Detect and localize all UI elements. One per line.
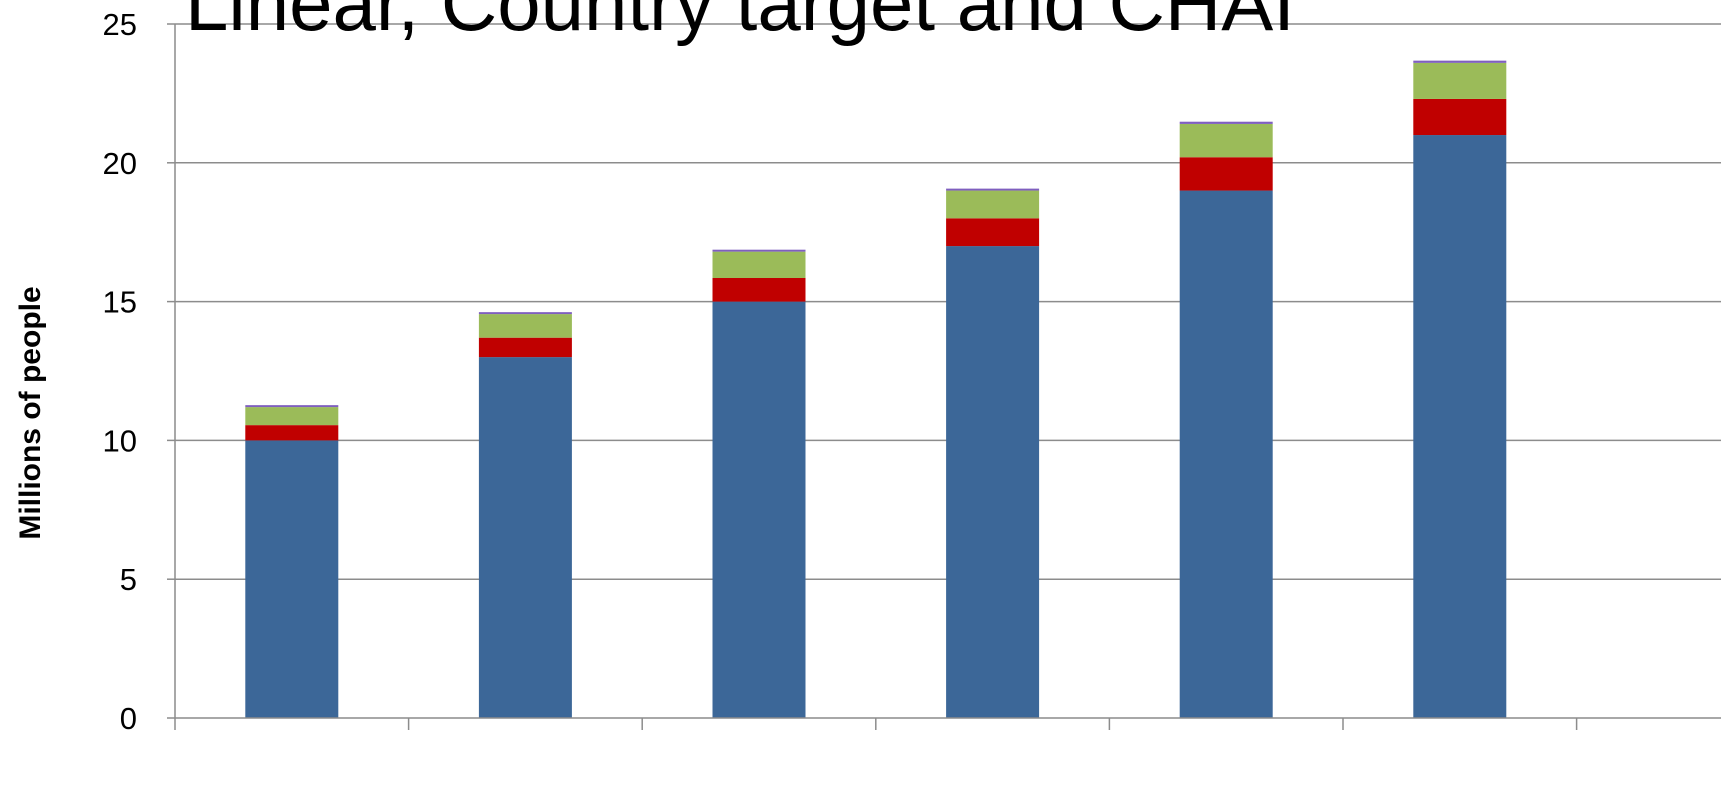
bar-segment-1 (712, 301, 806, 718)
y-tick-label: 10 (103, 423, 137, 458)
bar-segment-3 (1413, 62, 1507, 99)
bar-segment-2 (712, 278, 806, 302)
bar-segment-1 (1413, 135, 1507, 719)
bar-segment-1 (478, 357, 572, 718)
bar-segment-4 (946, 188, 1040, 191)
y-tick-label: 15 (103, 285, 137, 320)
bars (245, 60, 1507, 719)
y-tick-label: 5 (120, 562, 137, 597)
y-tick-labels: 0 5 10 15 20 25 (103, 7, 137, 736)
y-tick-label: 20 (103, 146, 137, 181)
bar-segment-2 (946, 218, 1040, 247)
bar-segment-3 (712, 251, 806, 279)
chart-title: Linear, Country target and CHAI (185, 0, 1295, 47)
bar-segment-2 (1179, 157, 1273, 191)
bar-segment-2 (1413, 98, 1507, 136)
y-axis-title: Millions of people (14, 286, 47, 539)
bar-segment-2 (245, 425, 339, 441)
axes (167, 23, 1721, 730)
bar-segment-4 (712, 249, 806, 252)
bar-segment-4 (1179, 121, 1273, 124)
bar-segment-3 (1179, 123, 1273, 158)
bar-segment-1 (946, 246, 1040, 718)
bar-segment-2 (478, 337, 572, 358)
bar-segment-3 (245, 407, 339, 426)
bar-segment-4 (478, 312, 572, 315)
bar-segment-1 (245, 440, 339, 718)
bar-segment-3 (946, 190, 1040, 219)
y-tick-label: 25 (103, 7, 137, 42)
bar-segment-4 (245, 405, 339, 408)
bar-segment-3 (478, 314, 572, 338)
bar-segment-1 (1179, 190, 1273, 718)
bar-segment-4 (1413, 60, 1507, 63)
y-tick-label: 0 (120, 701, 137, 736)
